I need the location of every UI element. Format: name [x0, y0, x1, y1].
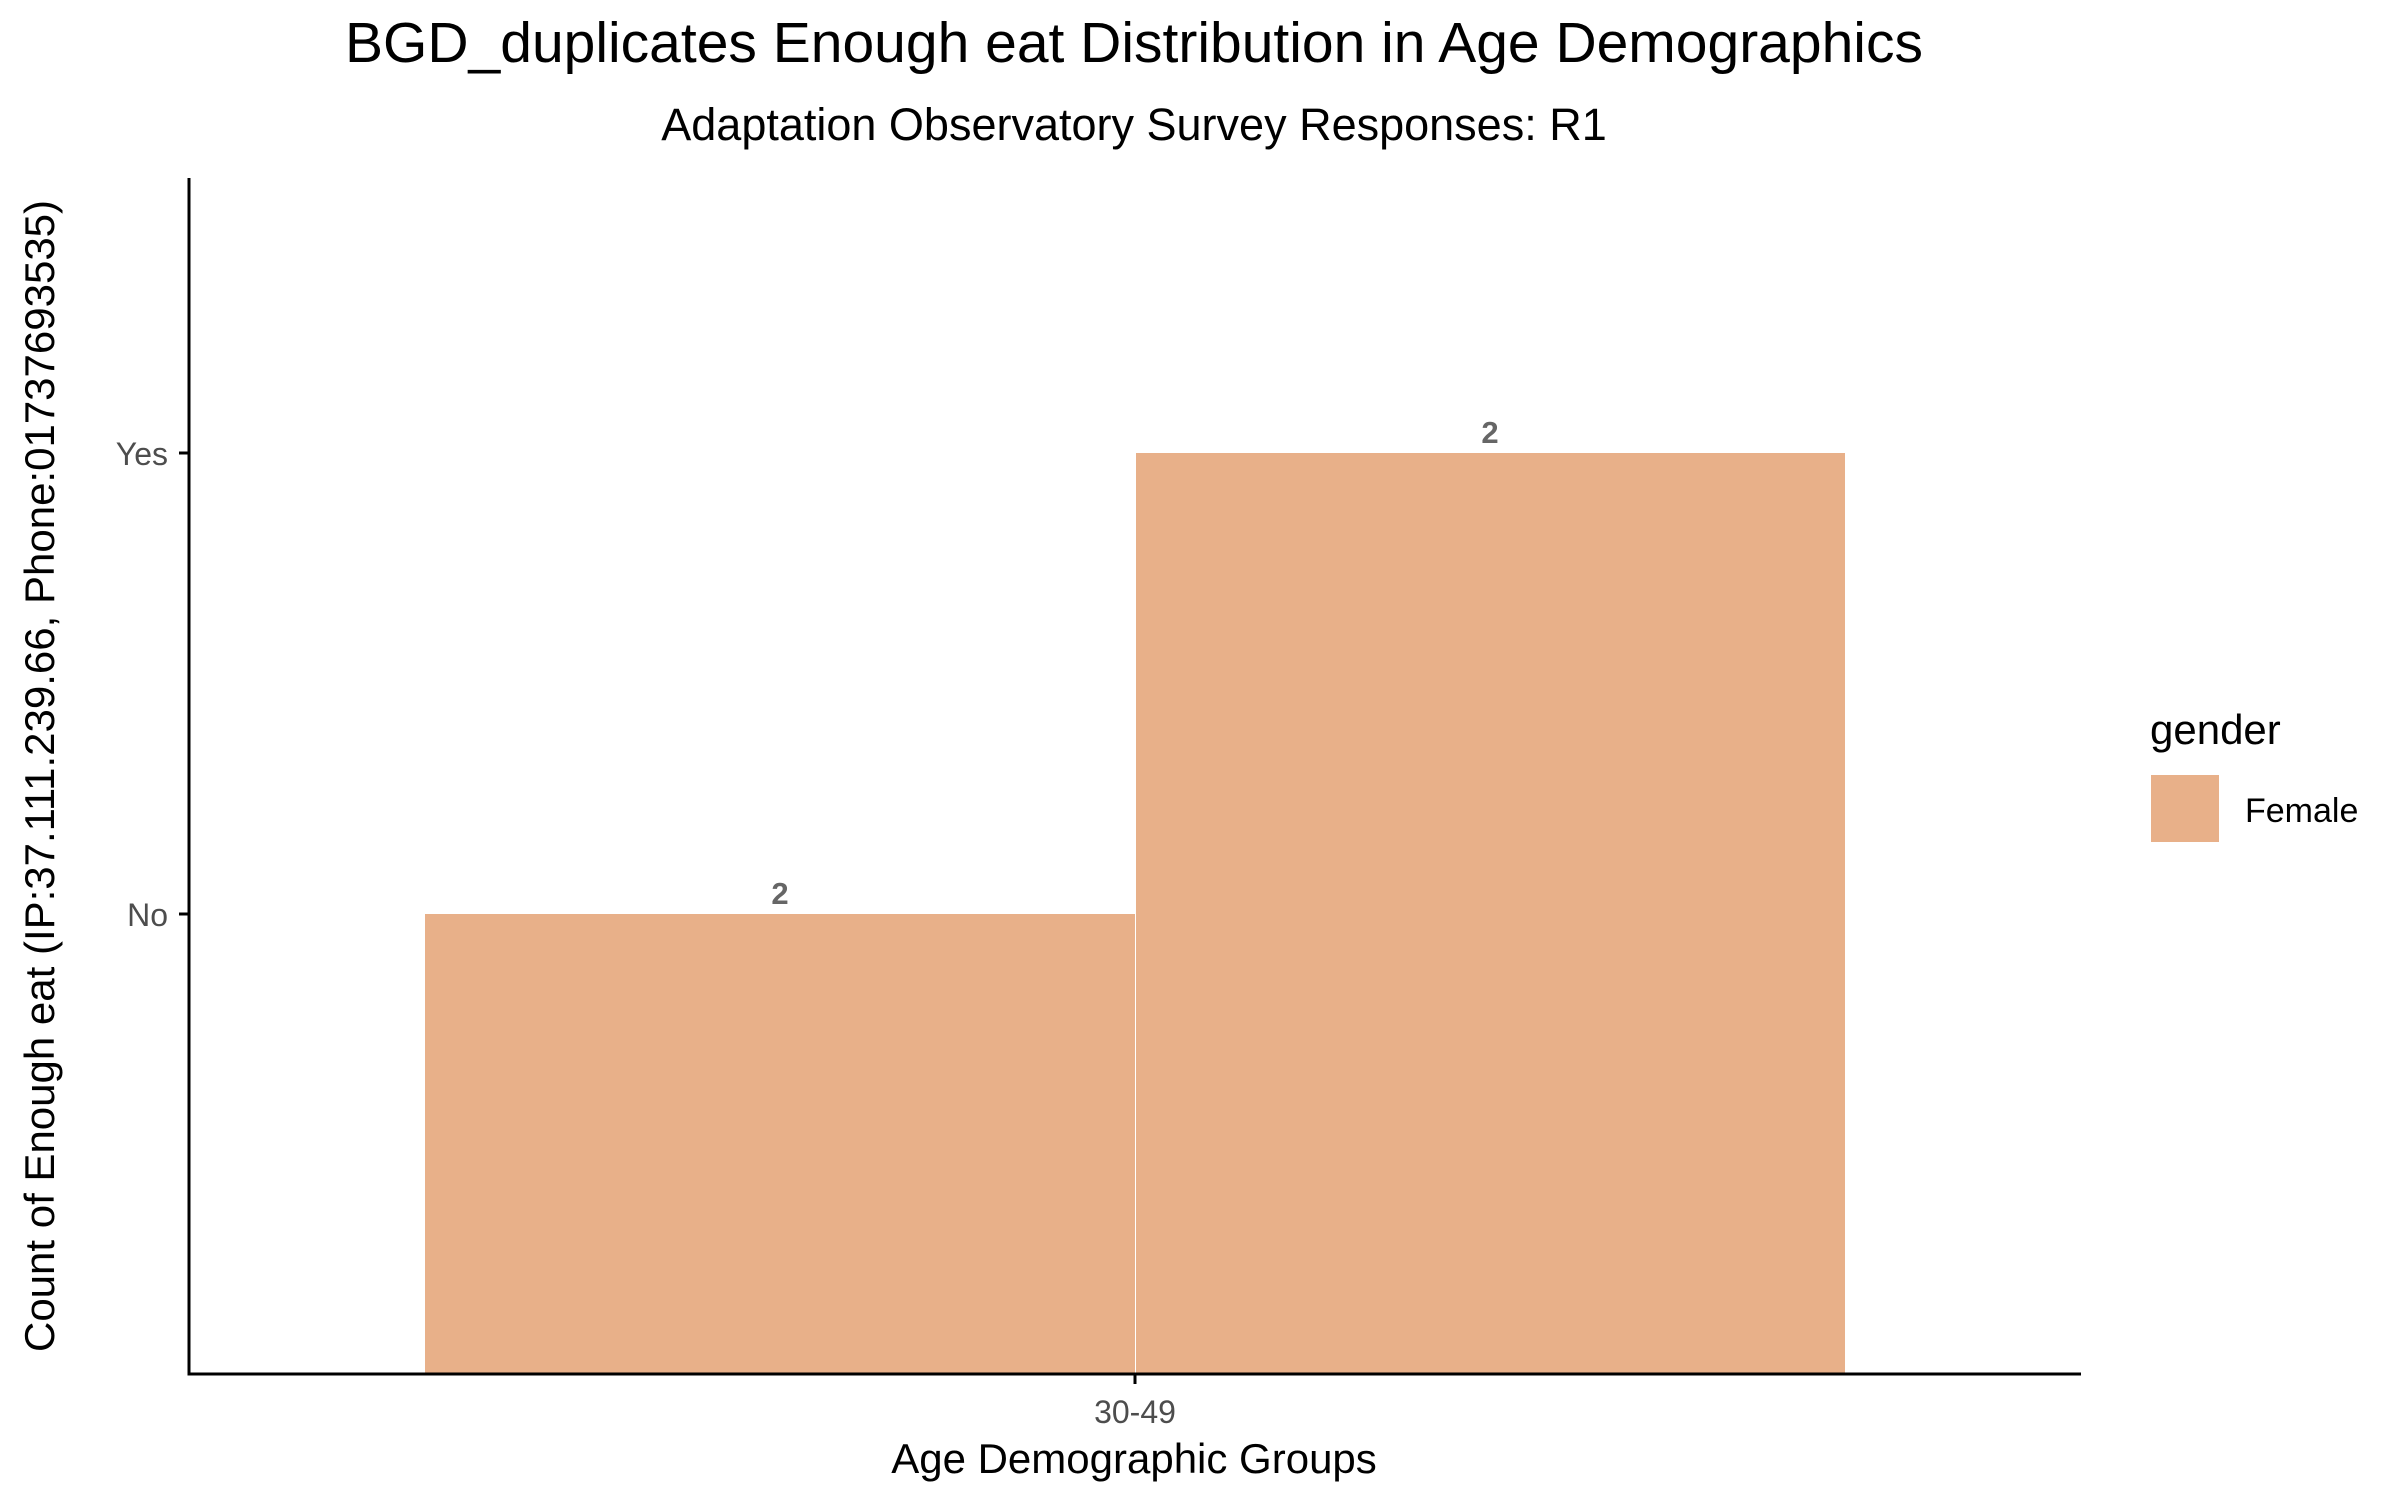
x-ticks-layer: 30-49: [1094, 1374, 1176, 1430]
y-tick-label-yes: Yes: [116, 436, 168, 472]
legend-label-female: Female: [2245, 792, 2358, 830]
chart-subtitle: Adaptation Observatory Survey Responses:…: [661, 99, 1606, 150]
x-axis-title: Age Demographic Groups: [891, 1435, 1377, 1482]
bars-layer: [425, 453, 1845, 1374]
y-ticks-layer: No Yes: [116, 436, 189, 933]
bar-30-49-no: [425, 914, 1135, 1374]
bar-30-49-yes: [1136, 453, 1845, 1374]
y-tick-label-no: No: [127, 897, 168, 933]
legend-swatch-female: [2151, 775, 2219, 842]
data-labels-layer: 22: [771, 415, 1498, 911]
y-axis-title: Count of Enough eat (IP:37.111.239.66, P…: [16, 200, 63, 1352]
data-label-30-49-yes: 2: [1481, 415, 1498, 450]
data-label-30-49-no: 2: [771, 876, 788, 911]
chart-title: BGD_duplicates Enough eat Distribution i…: [345, 11, 1923, 75]
x-tick-label-30-49: 30-49: [1094, 1394, 1176, 1430]
legend-title: gender: [2150, 706, 2281, 753]
